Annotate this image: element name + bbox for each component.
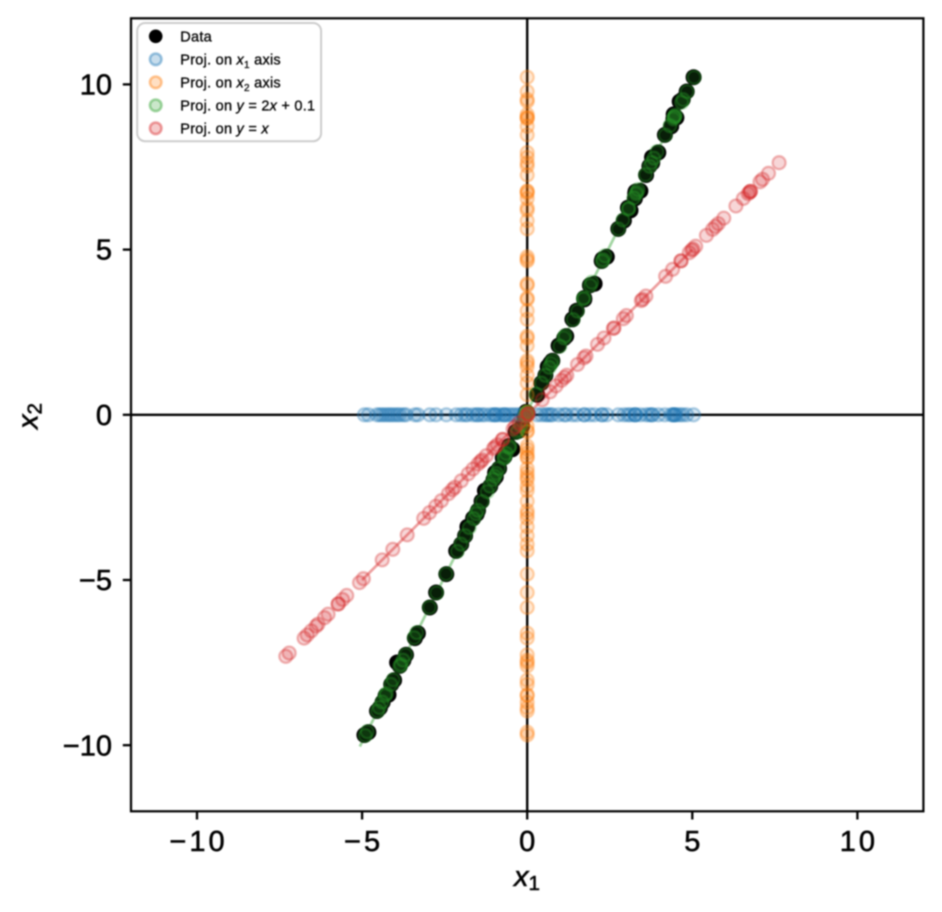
svg-text:−5: −5	[344, 826, 383, 858]
svg-text:0: 0	[519, 826, 538, 858]
svg-text:Proj. on x2​ axis: Proj. on x2​ axis	[180, 75, 281, 94]
svg-text:−10: −10	[63, 730, 112, 762]
svg-text:Proj. on y = x: Proj. on y = x	[180, 121, 269, 137]
svg-text:Proj. on x1​ axis: Proj. on x1​ axis	[180, 52, 281, 71]
svg-text:−10: −10	[169, 826, 227, 858]
svg-text:10: 10	[840, 826, 878, 858]
svg-text:x1: x1	[512, 861, 540, 895]
svg-text:0: 0	[96, 400, 112, 432]
svg-text:Proj. on y = 2x + 0.1: Proj. on y = 2x + 0.1	[180, 98, 315, 114]
svg-text:x2: x2	[13, 403, 47, 431]
svg-text:10: 10	[80, 70, 112, 102]
svg-text:5: 5	[684, 826, 703, 858]
svg-text:−5: −5	[79, 565, 112, 597]
svg-text:Data: Data	[180, 29, 212, 45]
svg-text:5: 5	[96, 235, 112, 267]
